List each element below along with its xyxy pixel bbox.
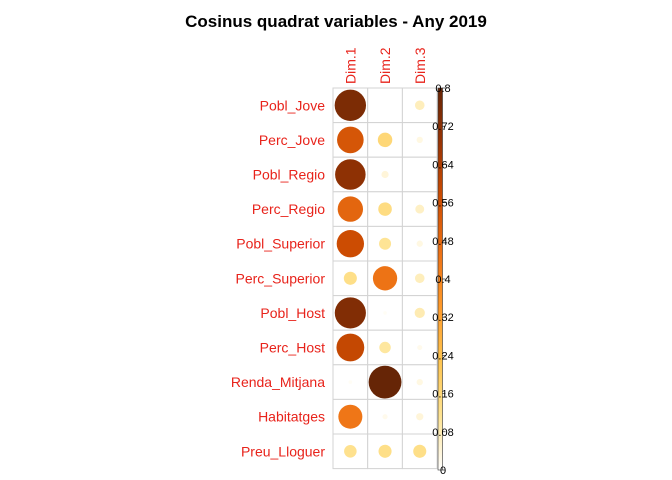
circle-mark (337, 196, 364, 222)
circle-mark (343, 271, 357, 285)
circle-mark (381, 170, 389, 179)
circle-mark (414, 273, 425, 284)
circle-mark (416, 413, 424, 421)
colorbar-tick-label: 0.08 (432, 427, 453, 439)
circle-mark (414, 100, 425, 111)
row-labels: Pobl_Jove Perc_Jove Pobl_Regio Perc_Regio Po… (231, 97, 326, 459)
colorbar-tick-label: 0.24 (432, 350, 453, 362)
circle-mark (335, 159, 366, 190)
circle-mark (416, 378, 423, 386)
row-label: Perc_Host (260, 340, 325, 356)
circle-mark (338, 404, 363, 429)
colorbar-tick-label: 0.4 (435, 274, 450, 286)
colorbar: 0 0.08 0.16 0.24 0.32 0.4 0.48 0.56 0.64 0.72 0.8 (432, 83, 453, 477)
column-labels: Dim.1 Dim.2 Dim.3 (342, 47, 427, 84)
colorbar-tick-label: 0.16 (432, 389, 453, 401)
colorbar-tick-label: 0.64 (432, 159, 453, 171)
row-label: Perc_Superior (236, 270, 326, 286)
row-label: Pobl_Regio (253, 167, 326, 183)
column-label: Dim.2 (377, 47, 393, 84)
circle-mark (416, 136, 423, 144)
circle-mark (417, 344, 423, 351)
column-label: Dim.3 (412, 47, 428, 84)
colorbar-tick-label: 0.32 (432, 312, 453, 324)
circle-mark (378, 444, 392, 458)
circle-mark (377, 132, 393, 148)
circle-mark (336, 333, 365, 362)
colorbar-tick-label: 0.72 (432, 121, 453, 133)
circle-mark (383, 311, 387, 315)
grid-cell (367, 87, 403, 124)
row-label: Perc_Jove (259, 132, 325, 148)
circle-mark (348, 380, 353, 384)
circle-mark (416, 240, 423, 247)
circle-mark (414, 307, 425, 319)
circle-mark (336, 230, 365, 258)
colorbar-tick-label: 0 (440, 465, 446, 477)
circle-mark (379, 237, 392, 250)
circle-mark (382, 414, 388, 420)
row-label: Perc_Regio (252, 201, 325, 217)
circle-mark (334, 89, 367, 121)
circle-mark (415, 204, 425, 214)
circle-mark (337, 126, 364, 154)
colorbar-tick-label: 0.8 (435, 83, 450, 95)
colorbar-tick-label: 0.56 (432, 198, 453, 210)
row-label: Preu_Lloguer (241, 443, 325, 459)
circle-mark (413, 444, 427, 458)
row-label: Pobl_Host (260, 305, 325, 321)
circle-mark (379, 341, 391, 354)
grid-cell (367, 225, 403, 262)
circle-mark (368, 365, 402, 399)
row-label: Pobl_Jove (260, 97, 326, 113)
circle-mark (344, 445, 357, 458)
row-label: Pobl_Superior (236, 236, 325, 252)
circle-marks (334, 89, 427, 458)
column-label: Dim.1 (342, 47, 358, 84)
chart-title: Cosinus quadrat variables - Any 2019 (185, 12, 487, 31)
circle-mark (372, 266, 398, 291)
circle-mark (378, 202, 392, 216)
row-label: Habitatges (258, 409, 325, 425)
colorbar-tick-label: 0.48 (432, 236, 453, 248)
grid-cell (401, 398, 438, 435)
grid-cell (367, 156, 403, 193)
circle-mark (334, 297, 366, 329)
row-label: Renda_Mitjana (231, 374, 325, 390)
